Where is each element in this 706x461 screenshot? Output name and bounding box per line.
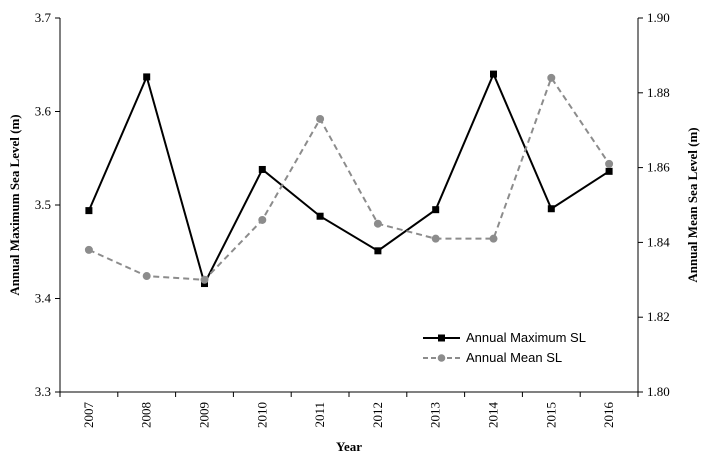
- series-0-point: [547, 205, 555, 213]
- x-tick-label: 2010: [254, 402, 269, 428]
- series-1-point: [431, 234, 440, 243]
- right-y-tick-label: 1.88: [647, 85, 670, 100]
- series-0-point: [605, 167, 613, 175]
- x-tick-label: 2009: [197, 402, 212, 428]
- series-1-point: [200, 275, 209, 284]
- series-1-point: [142, 272, 151, 281]
- series-0-point: [143, 73, 151, 81]
- series-1-point: [489, 234, 498, 243]
- left-y-tick-label: 3.7: [35, 10, 52, 25]
- series-0-point: [432, 206, 440, 214]
- right-y-tick-label: 1.82: [647, 309, 670, 324]
- x-tick-label: 2008: [139, 402, 154, 428]
- right-y-axis-ticks: 1.80 1.82 1.84 1.86 1.88 1.90: [638, 10, 670, 399]
- left-y-tick-label: 3.5: [35, 197, 51, 212]
- series-0-point: [490, 70, 497, 78]
- series-1-point: [84, 245, 93, 254]
- series-line-1: [88, 75, 610, 281]
- x-tick-label: 2011: [312, 402, 327, 428]
- x-axis-ticks: 2007 2008 2009 2010 2011 2012 2013 2014 2015 2016: [59, 392, 639, 429]
- series-layer: [84, 70, 614, 288]
- left-y-tick-label: 3.6: [35, 104, 52, 119]
- series-line-0: [87, 71, 610, 287]
- x-tick-label: 2013: [428, 402, 443, 428]
- series-0-point: [85, 207, 93, 215]
- series-0-point: [258, 165, 266, 173]
- left-y-tick-label: 3.3: [35, 384, 51, 399]
- x-tick-label: 2016: [601, 402, 616, 429]
- series-1-point: [373, 219, 382, 228]
- series-0-point: [316, 212, 324, 220]
- x-tick-label: 2012: [370, 402, 385, 428]
- x-tick-label: 2015: [543, 402, 558, 428]
- series-1-point: [316, 114, 325, 123]
- left-y-axis-title: Annual Maximum Sea Level (m): [7, 114, 22, 295]
- right-y-tick-label: 1.90: [647, 10, 670, 25]
- series-0-point: [374, 247, 382, 255]
- x-axis-title: Year: [336, 439, 362, 454]
- right-y-tick-label: 1.84: [647, 234, 670, 249]
- series-1-point: [258, 215, 267, 224]
- legend-marker-mean: [437, 354, 446, 362]
- right-y-tick-label: 1.86: [647, 160, 670, 175]
- legend-marker-max: [438, 334, 445, 342]
- right-y-axis-title: Annual Mean Sea Level (m): [685, 127, 700, 282]
- legend-label-mean: Annual Mean SL: [466, 350, 562, 365]
- series-1-point: [547, 73, 556, 82]
- legend-label-max: Annual Maximum SL: [466, 330, 586, 345]
- left-y-axis-ticks: 3.3 3.4 3.5 3.6 3.7: [35, 10, 60, 399]
- x-tick-label: 2014: [486, 402, 501, 429]
- left-y-tick-label: 3.4: [35, 291, 52, 306]
- series-1-point: [605, 159, 614, 168]
- x-tick-label: 2007: [81, 402, 96, 429]
- chart-legend: Annual Maximum SL Annual Mean SL: [423, 330, 586, 365]
- right-y-tick-label: 1.80: [647, 384, 670, 399]
